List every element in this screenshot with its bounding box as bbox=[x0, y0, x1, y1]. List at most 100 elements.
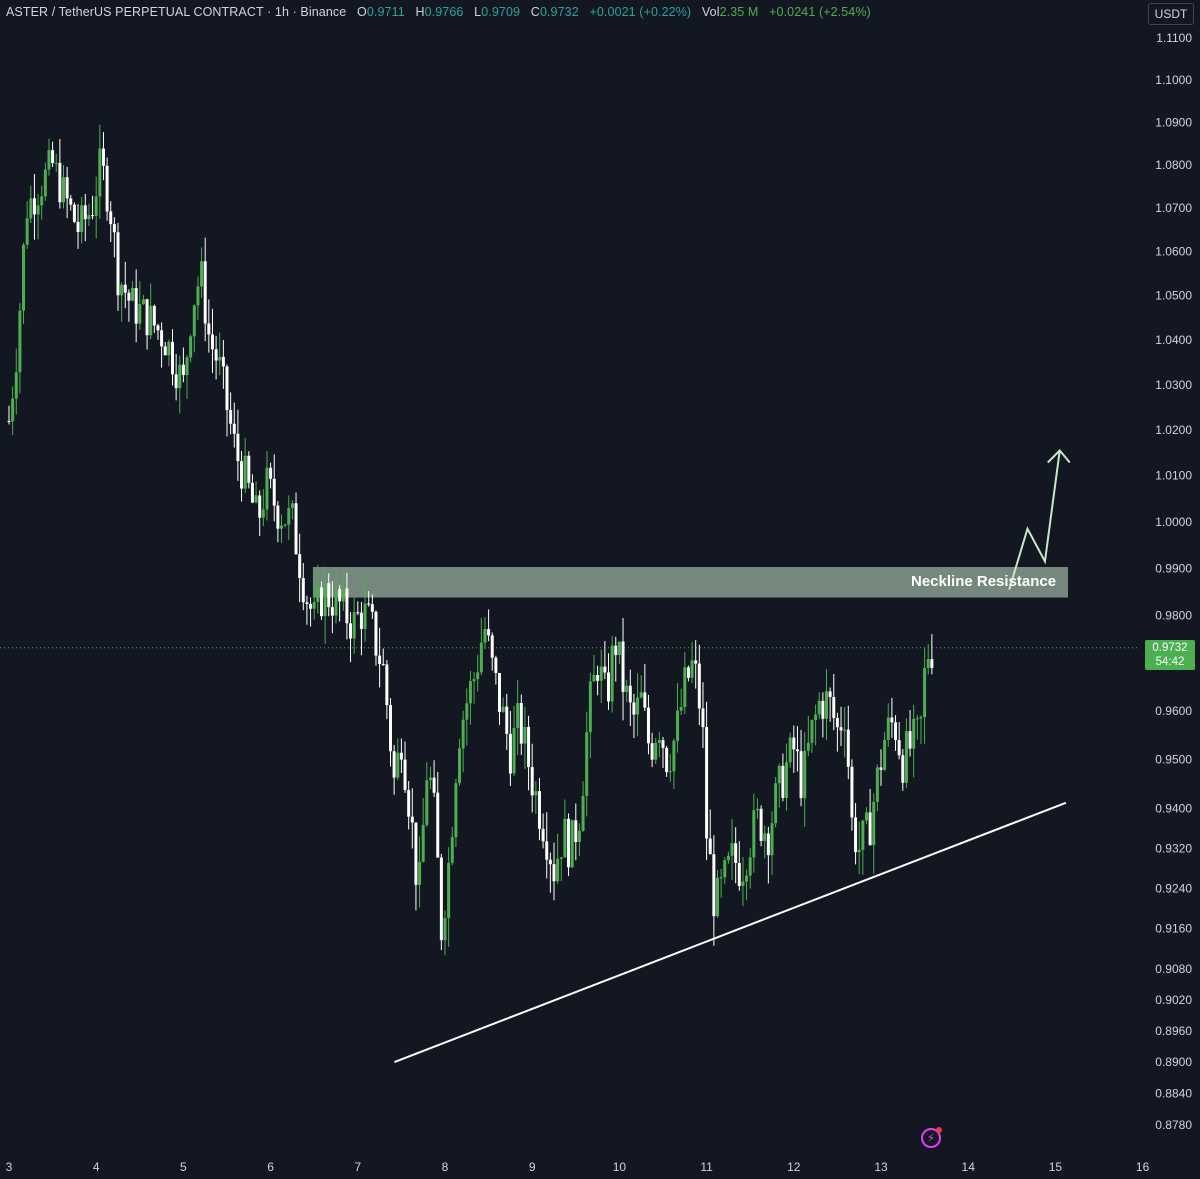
price-tick-label: 0.8840 bbox=[1155, 1086, 1192, 1100]
candle-body bbox=[403, 759, 407, 791]
candle-body bbox=[461, 719, 465, 749]
candle-body bbox=[588, 681, 592, 733]
candle-body bbox=[101, 148, 105, 166]
candle-body bbox=[421, 824, 425, 862]
candle-body bbox=[516, 703, 520, 728]
candle-body bbox=[854, 817, 858, 853]
lightning-icon[interactable]: ⚡ bbox=[921, 1127, 942, 1148]
time-tick-label: 13 bbox=[874, 1160, 888, 1174]
price-tick-label: 0.9080 bbox=[1155, 962, 1192, 976]
candle-body bbox=[174, 374, 178, 389]
candle-body bbox=[378, 655, 382, 664]
currency-button[interactable]: USDT bbox=[1148, 3, 1194, 25]
candle-body bbox=[58, 162, 62, 203]
candle-body bbox=[210, 334, 214, 350]
candle-body bbox=[396, 752, 400, 778]
low-value: 0.9709 bbox=[481, 5, 521, 19]
price-tick-label: 0.8960 bbox=[1155, 1024, 1192, 1038]
candle-body bbox=[47, 150, 51, 170]
candle-body bbox=[574, 820, 578, 842]
candle-body bbox=[537, 791, 541, 829]
price-change: +0.0021 (+0.22%) bbox=[589, 5, 692, 19]
candle-body bbox=[930, 659, 934, 668]
price-tick-label: 0.9800 bbox=[1155, 608, 1192, 622]
trendline-layer bbox=[394, 449, 1071, 1063]
time-tick-label: 4 bbox=[93, 1160, 100, 1174]
candle-body bbox=[389, 705, 392, 752]
candle-body bbox=[32, 198, 36, 215]
candle-body bbox=[745, 875, 749, 882]
candle-body bbox=[785, 762, 789, 798]
candle-body bbox=[385, 664, 389, 706]
candle-body bbox=[886, 717, 890, 740]
candle-body bbox=[639, 692, 643, 698]
candle-body bbox=[774, 783, 778, 824]
candle-body bbox=[359, 612, 363, 629]
price-tick-label: 1.1000 bbox=[1155, 73, 1192, 87]
candle-body bbox=[200, 261, 204, 287]
candle-body bbox=[131, 288, 135, 301]
time-tick-label: 11 bbox=[700, 1160, 713, 1174]
candle-body bbox=[40, 196, 44, 206]
candle-body bbox=[839, 727, 843, 731]
volume-label: Vol bbox=[701, 5, 720, 19]
candle-body bbox=[505, 706, 509, 734]
candle-body bbox=[723, 860, 727, 878]
time-tick-label: 15 bbox=[1049, 1160, 1063, 1174]
candle-body bbox=[686, 667, 690, 678]
price-axis[interactable]: 1.1100 1.1000 1.0900 1.0800 1.0700 1.0600 1.05… bbox=[1155, 31, 1192, 1132]
candle-body bbox=[883, 739, 887, 770]
candle-body bbox=[301, 578, 305, 603]
high-label: H bbox=[415, 5, 425, 19]
candle-body bbox=[610, 645, 614, 702]
candle-body bbox=[490, 635, 494, 658]
candle-body bbox=[915, 718, 919, 720]
candle-body bbox=[527, 726, 531, 768]
candle-body bbox=[872, 801, 876, 846]
time-tick-label: 14 bbox=[962, 1160, 976, 1174]
candle-body bbox=[189, 336, 193, 358]
candle-body bbox=[425, 780, 429, 825]
candle-body bbox=[105, 165, 109, 212]
candle-body bbox=[487, 629, 491, 636]
candle-body bbox=[374, 611, 378, 656]
candle-body bbox=[323, 583, 327, 617]
candle-body bbox=[690, 660, 694, 678]
candle-body bbox=[138, 304, 142, 324]
candle-body bbox=[458, 748, 462, 784]
candle-body bbox=[716, 877, 719, 917]
candle-body bbox=[799, 751, 803, 799]
candle-body bbox=[741, 881, 745, 886]
price-tick-label: 0.9160 bbox=[1155, 922, 1192, 936]
candle-body bbox=[163, 346, 167, 356]
candle-body bbox=[330, 607, 334, 616]
candle-body bbox=[109, 211, 113, 225]
candle-body bbox=[352, 612, 356, 639]
candle-body bbox=[817, 700, 821, 715]
candle-body bbox=[694, 660, 698, 664]
candle-body bbox=[298, 554, 302, 579]
candle-body bbox=[149, 305, 153, 336]
candle-body bbox=[545, 841, 549, 860]
candle-body bbox=[305, 602, 309, 604]
candle-body bbox=[596, 675, 600, 681]
candle-body bbox=[141, 299, 145, 305]
candle-body bbox=[428, 777, 432, 781]
candle-body bbox=[443, 918, 447, 941]
candle-body bbox=[287, 508, 291, 525]
time-tick-label: 3 bbox=[6, 1160, 13, 1174]
ascending-trendline[interactable] bbox=[394, 801, 1067, 1063]
candle-body bbox=[381, 663, 385, 665]
candle-body bbox=[276, 505, 280, 529]
candle-body bbox=[392, 751, 396, 778]
time-tick-label: 12 bbox=[787, 1160, 801, 1174]
projection-arrow[interactable] bbox=[1008, 450, 1061, 590]
candle-body bbox=[668, 771, 672, 773]
candle-body bbox=[901, 755, 905, 783]
candle-body bbox=[167, 341, 171, 356]
candle-body bbox=[672, 740, 676, 772]
time-axis[interactable]: 3 4 5 6 7 8 9 10 11 12 13 14 15 16 bbox=[6, 1160, 1150, 1174]
price-tick-label: 1.0300 bbox=[1155, 378, 1192, 392]
candle-body bbox=[810, 720, 814, 743]
